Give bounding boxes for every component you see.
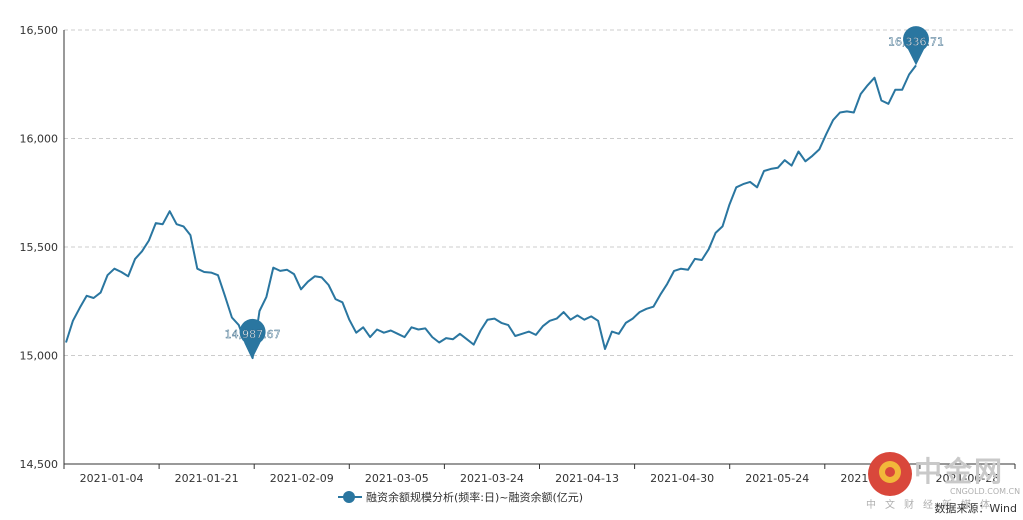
logo-icon	[868, 452, 912, 496]
x-tick-label: 2021-06-28	[935, 472, 999, 485]
x-tick-label: 2021-05-24	[745, 472, 809, 485]
y-axis: 14,500 15,000 15,500 16,000 16,500	[20, 24, 65, 471]
y-tick-label: 16,500	[20, 24, 59, 37]
legend-marker-icon	[338, 491, 362, 503]
legend-label: 融资余额规模分析(频率:日)~融资余额(亿元)	[366, 491, 584, 504]
logo-domain: CNGOLD.COM.CN	[950, 487, 1021, 496]
annotation-label: 16,336.71	[888, 35, 944, 48]
y-tick-label: 16,000	[20, 133, 59, 146]
x-tick-label: 2021-04-30	[650, 472, 714, 485]
x-axis: 2021-01-04 2021-01-21 2021-02-09 2021-03-05…	[63, 463, 1016, 485]
legend[interactable]: 融资余额规模分析(频率:日)~融资余额(亿元)	[338, 489, 583, 505]
y-tick-label: 15,500	[20, 241, 59, 254]
x-tick-label: 2021-02-09	[270, 472, 334, 485]
x-tick-label: 2021-01-04	[80, 472, 144, 485]
x-tick-label: 2021-04-13	[555, 472, 619, 485]
series-line	[65, 64, 917, 360]
logo-tagline: 中文财经新媒体	[866, 500, 999, 511]
watermark-logo: 中金网 CNGOLD.COM.CN 中文财经新媒体	[862, 446, 1022, 511]
annotation-layer: 14,987.67 16,336.71	[224, 26, 944, 359]
x-tick-label: 2021-01-21	[175, 472, 239, 485]
series-layer	[65, 64, 917, 360]
source-note: 数据来源：Wind	[934, 502, 1017, 515]
y-tick-label: 14,500	[20, 458, 59, 471]
pin-marker	[239, 318, 266, 359]
annotation-pin: 14,987.67	[224, 318, 281, 359]
annotation-label: 14,987.67	[225, 328, 281, 341]
pin-marker	[903, 26, 929, 66]
logo-name: 中金网	[914, 455, 1005, 488]
grid-lines	[64, 29, 1015, 356]
annotation-pin: 16,336.71	[888, 26, 944, 66]
x-tick-label: 2021-03-24	[460, 472, 524, 485]
y-tick-label: 15,000	[20, 350, 59, 363]
x-tick-label: 2021-03-05	[365, 472, 429, 485]
